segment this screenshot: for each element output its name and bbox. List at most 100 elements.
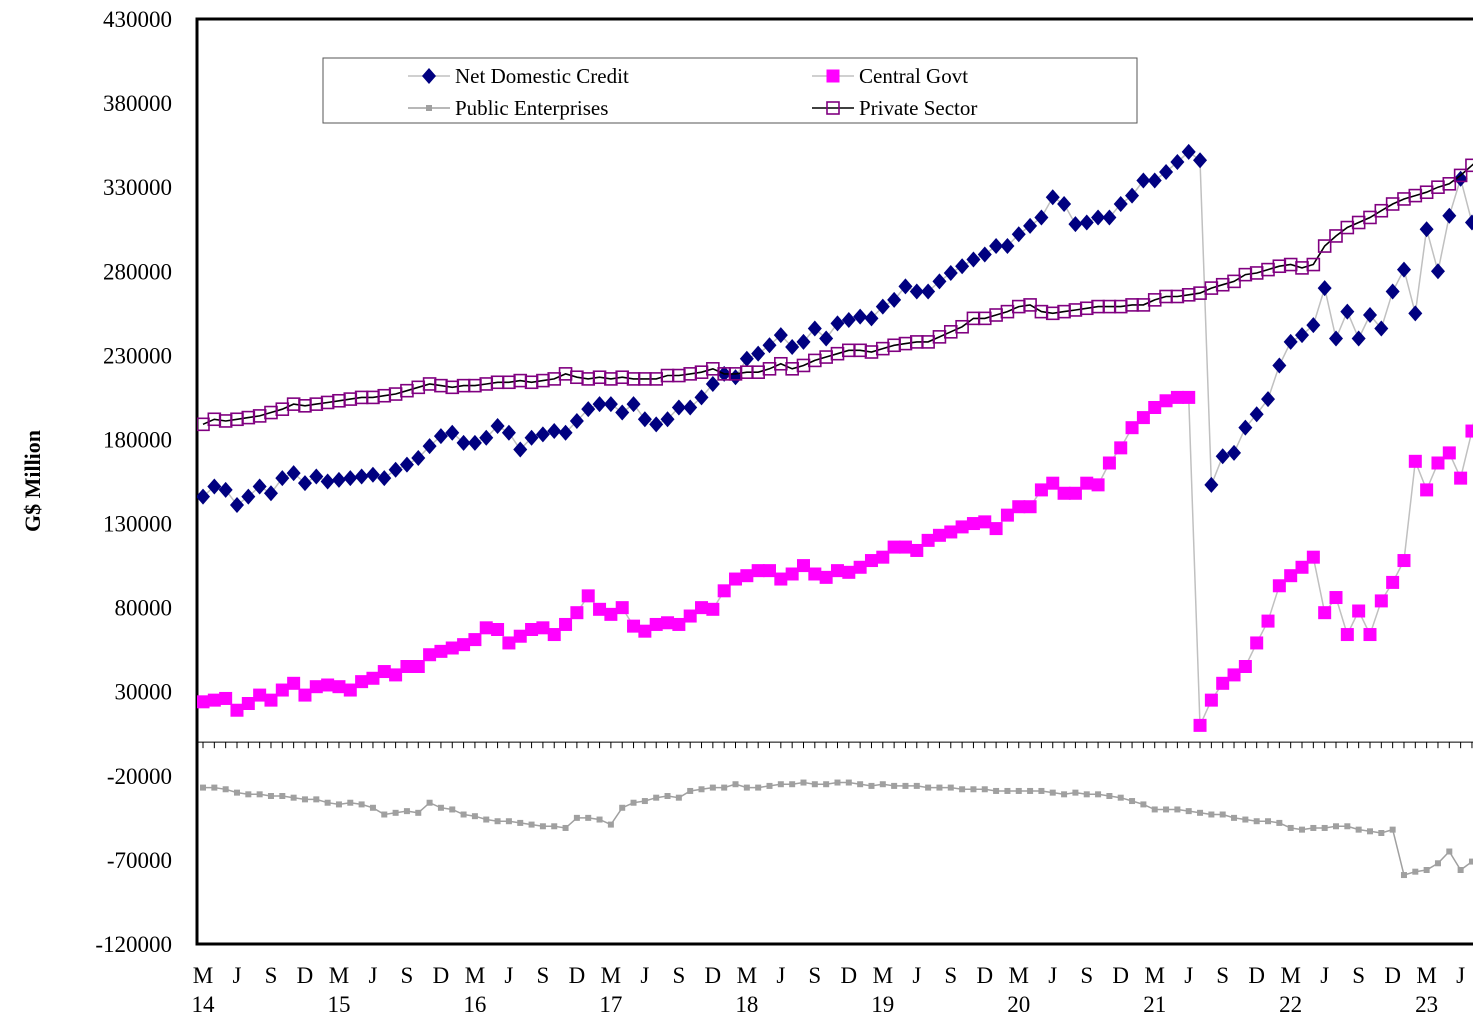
x-tick-label: M bbox=[1280, 963, 1300, 988]
data-point bbox=[1238, 660, 1252, 673]
data-point bbox=[400, 660, 414, 673]
x-tick-label: J bbox=[776, 963, 785, 988]
data-point bbox=[1408, 454, 1422, 468]
data-point bbox=[671, 399, 686, 416]
x-axis-ticks bbox=[197, 741, 1473, 749]
data-point bbox=[751, 564, 765, 578]
x-tick-label: M bbox=[601, 963, 621, 988]
x-year-label: 20 bbox=[1007, 992, 1030, 1017]
data-point bbox=[989, 522, 1003, 536]
y-tick-label: 230000 bbox=[103, 343, 172, 368]
data-point bbox=[898, 278, 913, 295]
data-point bbox=[233, 789, 240, 796]
data-point bbox=[627, 619, 641, 633]
x-tick-label: D bbox=[705, 963, 722, 988]
data-point bbox=[1442, 177, 1457, 191]
x-tick-label: D bbox=[433, 963, 450, 988]
x-tick-label: J bbox=[1320, 963, 1329, 988]
data-point bbox=[766, 782, 773, 789]
x-tick-label: M bbox=[465, 963, 485, 988]
data-point bbox=[796, 333, 811, 350]
data-point bbox=[1117, 794, 1124, 801]
data-point bbox=[955, 258, 970, 275]
data-point bbox=[263, 485, 278, 502]
data-point bbox=[879, 781, 886, 788]
x-tick-label: M bbox=[737, 963, 757, 988]
data-point bbox=[1083, 791, 1090, 798]
data-point bbox=[909, 283, 924, 300]
data-point bbox=[422, 438, 437, 455]
data-point bbox=[826, 101, 840, 115]
data-point bbox=[388, 461, 403, 478]
data-point bbox=[694, 389, 709, 406]
data-point bbox=[1465, 424, 1473, 438]
data-point bbox=[457, 638, 471, 652]
x-tick-label: D bbox=[297, 963, 314, 988]
data-point bbox=[222, 786, 229, 793]
data-point bbox=[1453, 170, 1468, 187]
data-point bbox=[1113, 196, 1128, 212]
data-point bbox=[411, 449, 426, 466]
data-point bbox=[460, 811, 467, 818]
data-point bbox=[1011, 226, 1026, 243]
data-point bbox=[1034, 483, 1048, 497]
data-point bbox=[415, 809, 422, 816]
data-point bbox=[369, 804, 376, 811]
data-point bbox=[1318, 606, 1332, 620]
x-year-label: 15 bbox=[327, 992, 350, 1017]
x-tick-label: S bbox=[401, 963, 414, 988]
data-point bbox=[868, 782, 875, 789]
y-tick-label: 430000 bbox=[103, 7, 172, 32]
data-point bbox=[1193, 152, 1208, 169]
data-point bbox=[830, 315, 845, 332]
data-point bbox=[1049, 789, 1056, 796]
data-point bbox=[1457, 867, 1464, 873]
data-point bbox=[535, 426, 550, 443]
data-point bbox=[1125, 187, 1140, 204]
data-point bbox=[1253, 818, 1260, 825]
data-point bbox=[1114, 441, 1128, 455]
x-tick-label: J bbox=[504, 963, 513, 988]
data-point bbox=[717, 584, 731, 598]
y-tick-label: 380000 bbox=[103, 91, 172, 116]
data-point bbox=[966, 251, 981, 268]
data-point bbox=[525, 623, 539, 636]
data-point bbox=[562, 824, 569, 831]
x-year-label: 21 bbox=[1143, 992, 1166, 1017]
series-central-govt bbox=[197, 390, 1473, 732]
data-point bbox=[491, 623, 505, 636]
x-tick-label: S bbox=[672, 963, 685, 988]
data-point bbox=[649, 416, 664, 433]
data-point bbox=[558, 424, 573, 441]
x-year-label: 14 bbox=[192, 992, 216, 1017]
data-point bbox=[1283, 333, 1298, 350]
legend: Net Domestic Credit Central Govt Public En… bbox=[322, 57, 1138, 124]
x-year-label: 19 bbox=[871, 992, 894, 1017]
data-point bbox=[490, 418, 505, 434]
data-point bbox=[1208, 811, 1215, 818]
data-point bbox=[1170, 390, 1184, 404]
data-point bbox=[252, 478, 267, 495]
data-point bbox=[1068, 216, 1083, 233]
data-point bbox=[264, 693, 278, 707]
data-point bbox=[1419, 221, 1434, 238]
x-tick-label: S bbox=[1352, 963, 1365, 988]
data-point bbox=[876, 550, 890, 564]
data-point bbox=[332, 680, 346, 694]
data-point bbox=[1170, 153, 1185, 170]
data-point bbox=[1174, 806, 1181, 813]
data-point bbox=[479, 429, 494, 446]
data-point bbox=[313, 796, 320, 803]
data-point bbox=[287, 676, 301, 690]
data-point bbox=[789, 781, 796, 788]
data-point bbox=[664, 793, 671, 799]
data-point bbox=[366, 671, 380, 685]
data-point bbox=[1431, 456, 1445, 470]
data-point bbox=[921, 533, 935, 547]
data-point bbox=[267, 793, 274, 799]
data-point bbox=[1015, 787, 1022, 794]
data-point bbox=[1351, 330, 1366, 347]
x-tick-label: J bbox=[233, 963, 242, 988]
data-point bbox=[279, 793, 286, 799]
data-point bbox=[1464, 214, 1473, 231]
